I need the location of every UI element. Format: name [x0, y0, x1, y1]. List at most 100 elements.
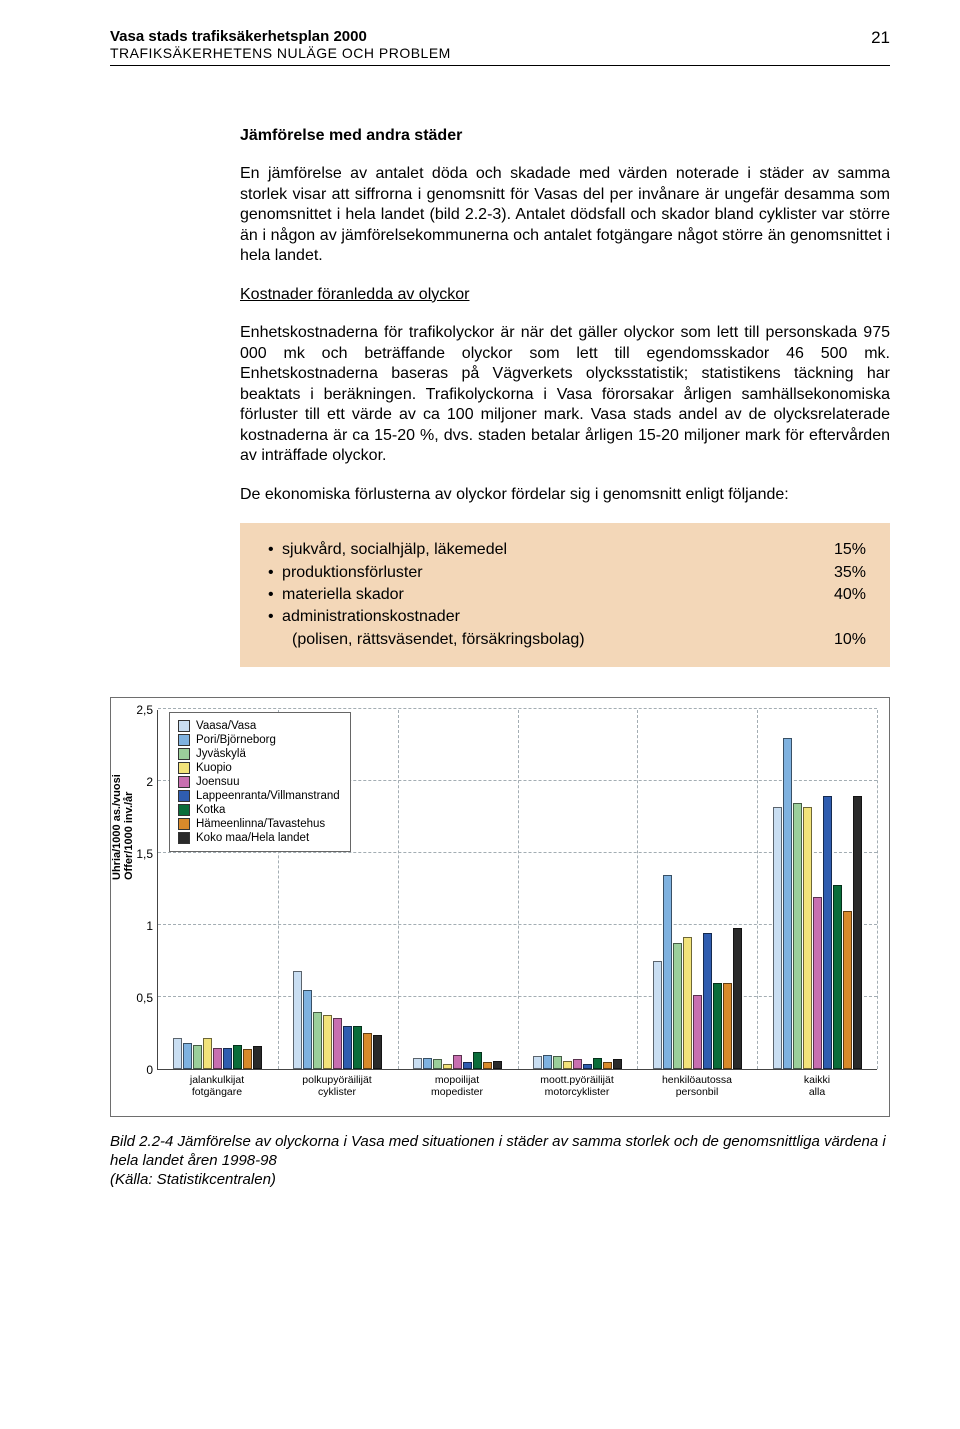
- bar: [563, 1061, 572, 1070]
- highlight-item: (polisen, rättsväsendet, försäkringsbola…: [268, 629, 866, 651]
- bar-group: [518, 1055, 638, 1069]
- chart-legend: Vaasa/VasaPori/BjörneborgJyväskyläKuopio…: [169, 712, 351, 852]
- legend-swatch: [178, 832, 190, 844]
- x-label: mopoilijatmopedister: [397, 1074, 517, 1098]
- bar: [193, 1045, 202, 1069]
- legend-swatch: [178, 790, 190, 802]
- highlight-item: sjukvård, socialhjälp, läkemedel15%: [268, 539, 866, 561]
- bar: [493, 1061, 502, 1070]
- y-tick: 0,5: [136, 991, 153, 1005]
- y-tick: 2: [146, 775, 153, 789]
- bar: [713, 983, 722, 1069]
- bar: [253, 1046, 262, 1069]
- legend-swatch: [178, 762, 190, 774]
- bar: [173, 1038, 182, 1070]
- bar: [823, 796, 832, 1070]
- bar: [663, 875, 672, 1069]
- bar: [773, 807, 782, 1069]
- bar: [653, 961, 662, 1069]
- y-tick: 0: [146, 1063, 153, 1077]
- highlight-item: produktionsförluster35%: [268, 562, 866, 584]
- legend-label: Koko maa/Hela landet: [196, 832, 309, 844]
- highlight-item: materiella skador 40%: [268, 584, 866, 606]
- x-label: polkupyöräilijätcyklister: [277, 1074, 397, 1098]
- figure-caption: Bild 2.2-4 Jämförelse av olyckorna i Vas…: [110, 1133, 890, 1189]
- legend-row: Kuopio: [178, 761, 340, 775]
- legend-label: Hämeenlinna/Tavastehus: [196, 818, 325, 830]
- highlight-item-label: produktionsförluster: [268, 563, 423, 583]
- bar: [783, 738, 792, 1069]
- bar: [203, 1038, 212, 1070]
- bar: [303, 990, 312, 1069]
- highlight-box: sjukvård, socialhjälp, läkemedel15%produ…: [240, 523, 890, 667]
- bar: [573, 1059, 582, 1069]
- content: Jämförelse med andra städer En jämförels…: [240, 126, 890, 667]
- bar: [423, 1058, 432, 1070]
- highlight-item: administrationskostnader: [268, 606, 866, 628]
- highlight-item-label: (polisen, rättsväsendet, försäkringsbola…: [268, 630, 585, 650]
- bar: [413, 1058, 422, 1070]
- bar: [603, 1062, 612, 1069]
- y-axis: Uhria/1000 as./vuosiOffer/1000 inv./år 0…: [123, 710, 157, 1070]
- legend-label: Kotka: [196, 804, 225, 816]
- legend-label: Jyväskylä: [196, 748, 246, 760]
- y-tick: 1: [146, 919, 153, 933]
- legend-row: Pori/Björneborg: [178, 733, 340, 747]
- legend-label: Lappeenranta/Villmanstrand: [196, 790, 340, 802]
- bar: [353, 1026, 362, 1069]
- bar: [343, 1026, 352, 1069]
- legend-swatch: [178, 734, 190, 746]
- x-label: moott.pyöräilijätmotorcyklister: [517, 1074, 637, 1098]
- header-title: Vasa stads trafiksäkerhetsplan 2000: [110, 28, 451, 45]
- gridline-v: [877, 710, 878, 1069]
- legend-label: Joensuu: [196, 776, 239, 788]
- bar: [183, 1043, 192, 1069]
- highlight-item-pct: 40%: [806, 585, 866, 605]
- bar: [543, 1055, 552, 1069]
- legend-swatch: [178, 720, 190, 732]
- bar: [593, 1058, 602, 1070]
- legend-label: Kuopio: [196, 762, 232, 774]
- bar: [813, 897, 822, 1070]
- bar: [613, 1059, 622, 1069]
- bar: [553, 1056, 562, 1069]
- x-label: jalankulkijatfotgängare: [157, 1074, 277, 1098]
- page-header: Vasa stads trafiksäkerhetsplan 2000 TRAF…: [110, 28, 890, 66]
- bar-group: [278, 971, 398, 1069]
- y-tick: 1,5: [136, 847, 153, 861]
- bar: [223, 1048, 232, 1070]
- highlight-item-label: materiella skador: [268, 585, 404, 605]
- legend-swatch: [178, 776, 190, 788]
- caption-line-2: (Källa: Statistikcentralen): [110, 1171, 276, 1188]
- x-label: henkilöautossapersonbil: [637, 1074, 757, 1098]
- bar: [443, 1064, 452, 1070]
- bar-group: [637, 875, 757, 1069]
- legend-row: Lappeenranta/Villmanstrand: [178, 789, 340, 803]
- bar: [333, 1018, 342, 1070]
- bar: [693, 995, 702, 1070]
- bar: [473, 1052, 482, 1069]
- y-axis-title: Uhria/1000 as./vuosiOffer/1000 inv./år: [111, 775, 135, 881]
- page: Vasa stads trafiksäkerhetsplan 2000 TRAF…: [0, 0, 960, 1230]
- bar: [733, 928, 742, 1069]
- highlight-item-label: sjukvård, socialhjälp, läkemedel: [268, 540, 507, 560]
- bar: [833, 885, 842, 1069]
- bar: [703, 933, 712, 1070]
- legend-row: Koko maa/Hela landet: [178, 831, 340, 845]
- legend-swatch: [178, 804, 190, 816]
- highlight-list: sjukvård, socialhjälp, läkemedel15%produ…: [268, 539, 866, 651]
- x-axis-labels: jalankulkijatfotgängarepolkupyöräilijätc…: [157, 1074, 877, 1098]
- legend-row: Jyväskylä: [178, 747, 340, 761]
- bar: [293, 971, 302, 1069]
- bar: [313, 1012, 322, 1070]
- bar-group: [757, 738, 877, 1069]
- highlight-item-label: administrationskostnader: [268, 607, 460, 627]
- header-left: Vasa stads trafiksäkerhetsplan 2000 TRAF…: [110, 28, 451, 61]
- x-label: kaikkialla: [757, 1074, 877, 1098]
- legend-swatch: [178, 748, 190, 760]
- bar: [853, 796, 862, 1070]
- legend-row: Joensuu: [178, 775, 340, 789]
- bar-group: [158, 1038, 278, 1070]
- bar: [233, 1045, 242, 1069]
- highlight-item-pct: 10%: [806, 630, 866, 650]
